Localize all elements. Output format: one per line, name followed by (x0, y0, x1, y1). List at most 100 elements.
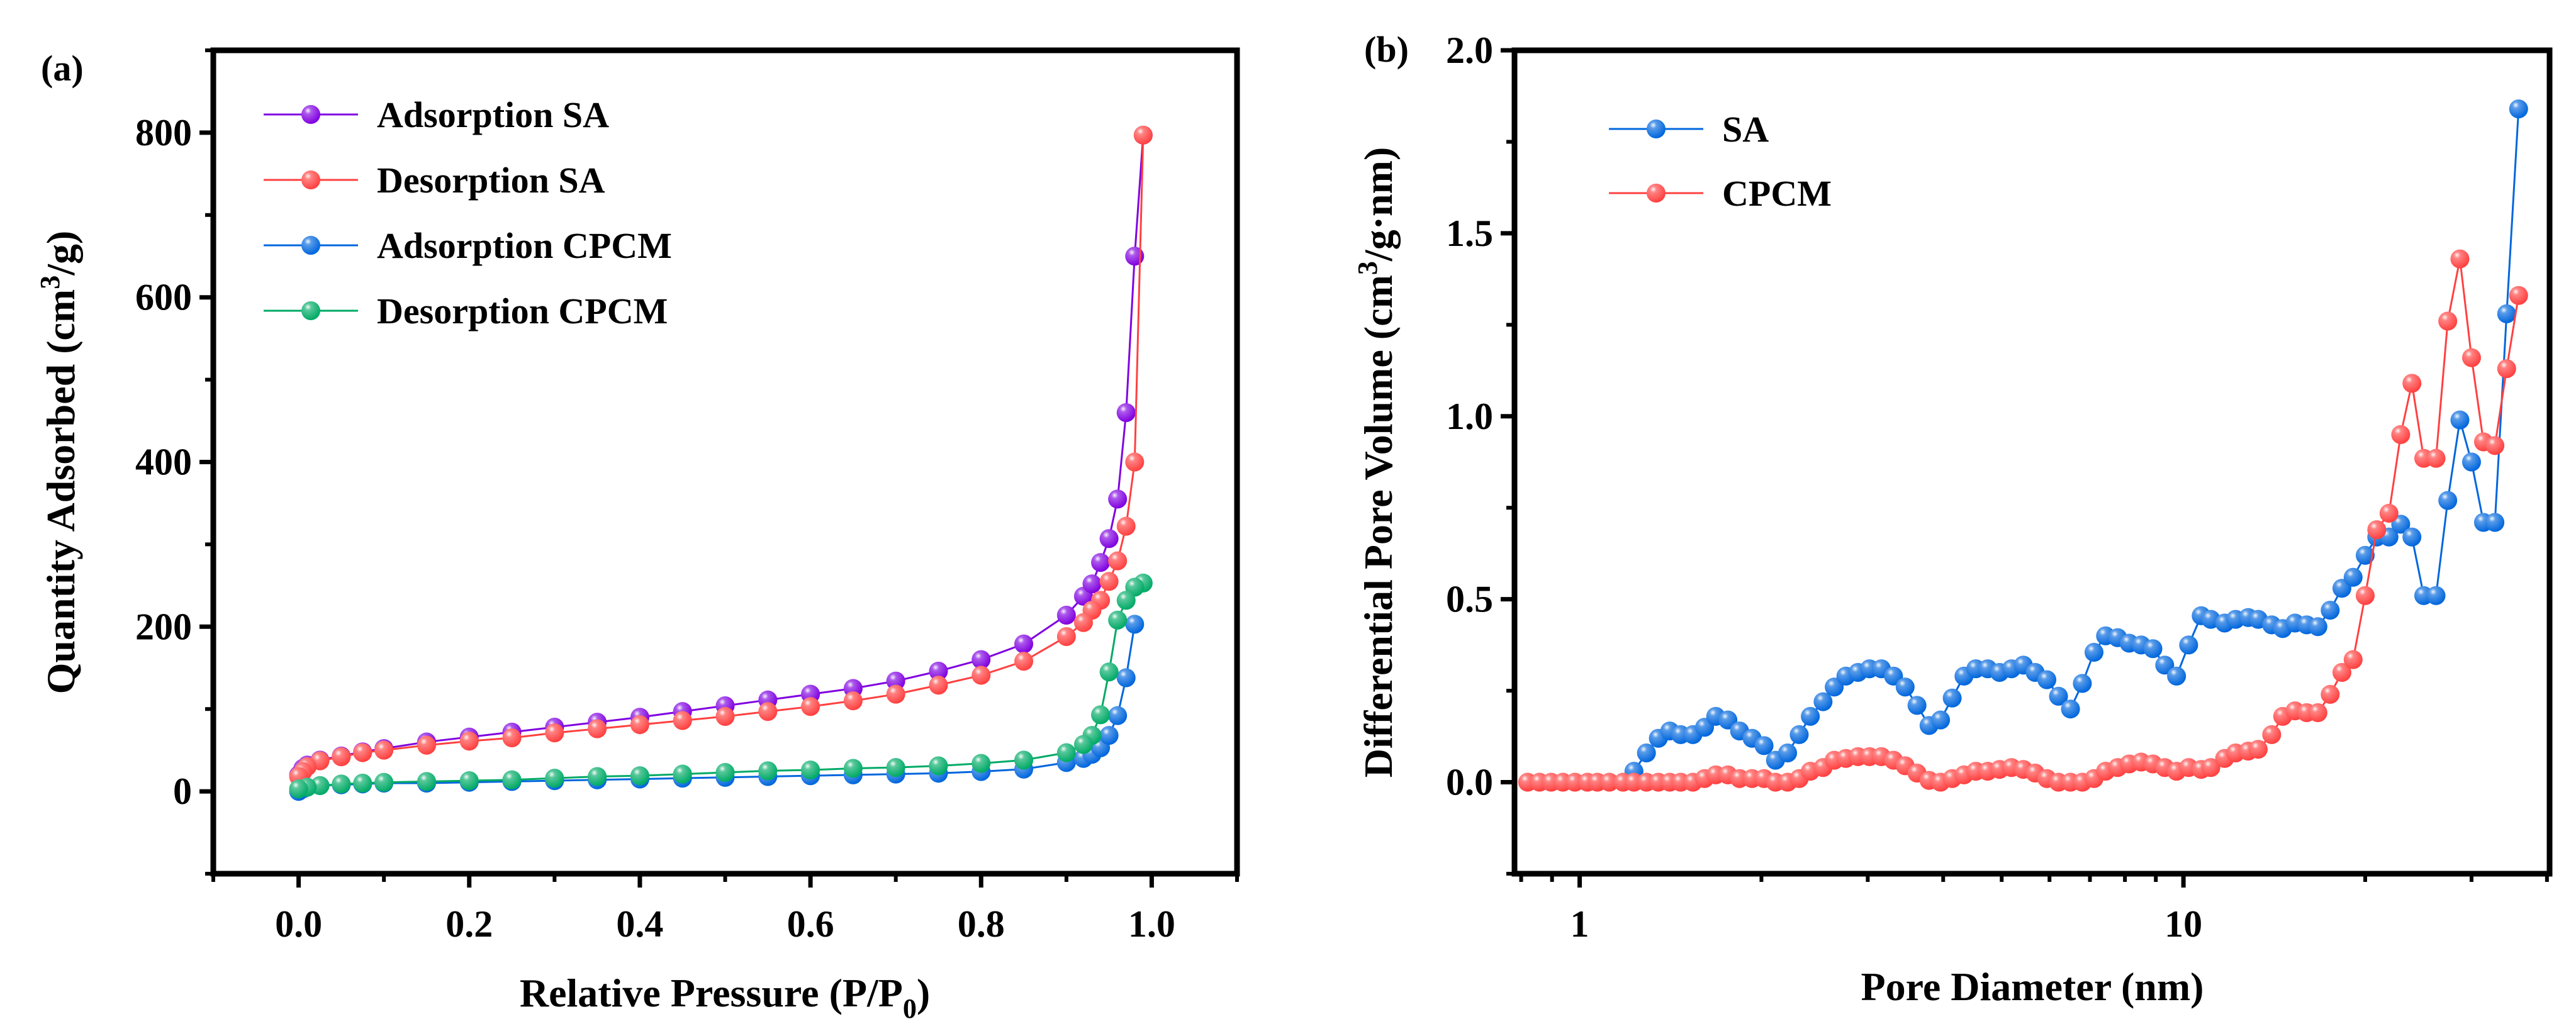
x-tick-label: 0.0 (275, 903, 322, 945)
data-point (2143, 639, 2163, 659)
data-point (929, 661, 948, 681)
marker-highlight (459, 771, 479, 791)
data-point (2201, 758, 2220, 777)
data-point (2049, 686, 2068, 706)
x-axis-title-b: Pore Diameter (nm) (1861, 964, 2204, 1009)
data-point (1907, 696, 1927, 715)
marker-highlight (801, 760, 820, 780)
data-point (1073, 735, 1093, 754)
marker-highlight (715, 706, 735, 726)
data-point (1754, 736, 1774, 755)
data-point (715, 762, 735, 782)
marker-highlight (2497, 304, 2516, 323)
legend-marker (301, 170, 320, 189)
marker-highlight (673, 764, 692, 784)
data-point (332, 747, 351, 767)
data-point (2402, 527, 2422, 547)
marker-highlight (2450, 410, 2470, 430)
data-point (2461, 348, 2481, 367)
data-point (332, 774, 351, 794)
marker-highlight (1099, 572, 1119, 591)
marker-highlight (1073, 613, 1093, 632)
marker-highlight (2509, 99, 2528, 119)
marker-highlight (2248, 740, 2268, 759)
marker-highlight (2426, 448, 2446, 468)
data-point (801, 760, 820, 780)
y-tick-label: 200 (135, 606, 192, 647)
marker-highlight (301, 301, 320, 320)
marker-highlight (2049, 686, 2068, 706)
marker-highlight (2379, 503, 2399, 523)
legend-label: CPCM (1722, 173, 1832, 214)
x-tick-label: 0.4 (616, 903, 663, 945)
legend-marker (1647, 120, 1666, 138)
series-desorption-cpcm (289, 573, 1153, 799)
data-point (2379, 503, 2399, 523)
x-tick-label: 1 (1571, 903, 1589, 945)
y-tick-label: 0 (173, 771, 192, 812)
data-point (843, 759, 863, 778)
data-point (2497, 304, 2516, 323)
data-point (588, 719, 607, 738)
data-point (353, 774, 372, 793)
data-point (2450, 249, 2470, 269)
series-desorption-sa (289, 125, 1153, 786)
data-point (673, 764, 692, 784)
legend-item: Adsorption CPCM (264, 225, 672, 266)
marker-highlight (2143, 639, 2163, 659)
x-axis-title-a: Relative Pressure (P/P0) (520, 971, 930, 1024)
legend-label: Desorption CPCM (377, 291, 668, 331)
marker-highlight (1895, 677, 1915, 697)
data-point (1116, 591, 1136, 610)
data-point (801, 697, 820, 716)
y-tick-label: 1.0 (1446, 396, 1493, 437)
marker-highlight (758, 702, 778, 721)
marker-highlight (459, 732, 479, 751)
marker-highlight (972, 754, 991, 773)
marker-highlight (886, 758, 905, 777)
data-point (1091, 705, 1111, 725)
data-point (588, 767, 607, 786)
legend-item: Desorption SA (264, 160, 605, 201)
data-point (630, 766, 649, 786)
marker-highlight (1091, 553, 1111, 572)
marker-highlight (2343, 650, 2363, 669)
data-point (1014, 652, 1034, 671)
marker-highlight (1116, 668, 1136, 688)
data-point (1116, 668, 1136, 688)
marker-highlight (843, 691, 863, 711)
data-point (2426, 586, 2446, 605)
data-point (2485, 513, 2505, 532)
data-point (1125, 452, 1145, 472)
series-sa (1624, 99, 2528, 781)
marker-highlight (1801, 706, 1820, 726)
marker-highlight (1125, 247, 1145, 266)
data-point (1108, 610, 1128, 630)
marker-highlight (2179, 635, 2198, 655)
data-point (1813, 692, 1833, 711)
data-point (2509, 286, 2528, 305)
data-point (459, 771, 479, 791)
data-point (1108, 706, 1128, 725)
data-point (1099, 662, 1119, 682)
marker-highlight (1099, 662, 1119, 682)
data-point (1108, 551, 1128, 571)
marker-highlight (801, 697, 820, 716)
axis-ticks: 1 10 0.0 0.5 1.0 1.5 2.0 (1446, 30, 2549, 945)
data-point (2426, 448, 2446, 468)
data-point (2308, 617, 2327, 637)
marker-highlight (2332, 663, 2351, 682)
y-axis-title-a: Quantity Adsorbed (cm3/g) (35, 231, 83, 694)
x-tick-label: 0.2 (445, 903, 493, 945)
marker-highlight (374, 772, 394, 792)
marker-highlight (332, 774, 351, 794)
marker-highlight (2485, 513, 2505, 532)
marker-highlight (2308, 703, 2327, 723)
y-tick-label: 0.0 (1446, 762, 1493, 803)
marker-highlight (2201, 758, 2220, 777)
legend-marker (301, 301, 320, 320)
marker-highlight (353, 743, 372, 762)
data-point (1056, 605, 1076, 625)
marker-highlight (972, 666, 991, 685)
legend-label: Adsorption CPCM (377, 225, 672, 266)
